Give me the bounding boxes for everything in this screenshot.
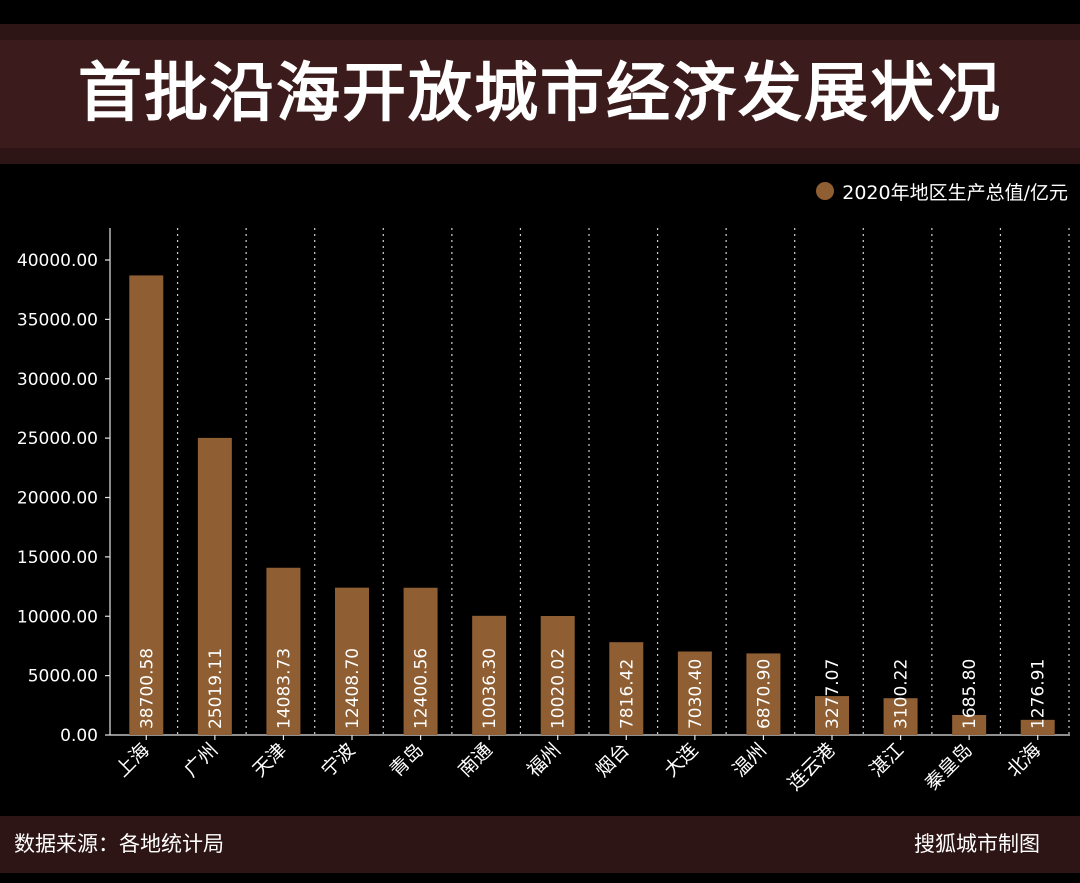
x-tick-label: 宁波 [317,739,359,781]
y-tick-label: 0.00 [60,726,98,746]
credit: 搜狐城市制图 [914,832,1040,856]
legend: 2020年地区生产总值/亿元 [816,180,1068,204]
bar-value-label: 10020.02 [549,648,569,729]
bar [197,437,232,735]
bar [1020,719,1055,735]
x-tick-label: 青岛 [386,739,428,781]
bar-value-label: 1685.80 [960,659,980,729]
y-tick-label: 10000.00 [17,607,98,627]
bar-value-label: 12408.70 [343,648,363,729]
x-tick-label: 湛江 [866,739,908,781]
x-tick-label: 秦皇岛 [921,739,977,795]
x-tick-label: 天津 [249,739,291,781]
y-tick-label: 15000.00 [17,548,98,568]
x-tick-label: 大连 [660,739,702,781]
bar [403,587,438,735]
footer-band: 数据来源：各地统计局 搜狐城市制图 [0,816,1080,873]
bar [472,615,507,735]
bar-value-label: 3100.22 [892,659,912,729]
x-tick-label: 福州 [523,739,565,781]
bar [335,587,369,735]
bar [746,653,781,735]
bar-chart: 0.00 5000.00 10000.00 15000.00 20000.00 25000… [17,228,1070,795]
y-tick-label: 25000.00 [17,429,98,449]
bar-value-label: 6870.90 [754,659,774,729]
legend-label: 2020年地区生产总值/亿元 [842,181,1068,204]
bar-value-label: 14083.73 [274,648,294,729]
chart-title: 首批沿海开放城市经济发展状况 [78,57,1002,131]
x-tick-label: 烟台 [591,739,633,781]
y-tick-label: 30000.00 [17,370,98,390]
bar [129,275,164,735]
y-tick-label: 40000.00 [17,251,98,271]
bar-value-label: 25019.11 [206,648,226,729]
bar [609,642,644,735]
bar-value-label: 10036.30 [480,648,500,729]
y-tick-label: 5000.00 [28,667,98,687]
bar-value-label: 7030.40 [686,659,706,729]
y-tick-label: 20000.00 [17,489,98,509]
data-source: 数据来源：各地统计局 [14,832,224,856]
bar [815,696,849,735]
bar-value-label: 7816.42 [617,659,637,729]
x-tick-label: 广州 [180,739,222,781]
y-tick-label: 35000.00 [17,310,98,330]
legend-swatch [816,182,835,200]
bar [540,616,575,735]
x-tick-label: 南通 [454,739,496,781]
bar-value-label: 38700.58 [137,648,157,729]
bar-value-label: 3277.07 [823,659,843,729]
title-panel: 首批沿海开放城市经济发展状况 [0,40,1080,148]
bar [677,651,712,735]
x-tick-label: 北海 [1003,739,1045,781]
bar [266,567,301,735]
title-band: 首批沿海开放城市经济发展状况 [0,24,1080,164]
x-tick-label: 上海 [111,739,153,781]
bar-value-label: 12400.56 [412,648,432,729]
bar [952,714,987,735]
bar [883,698,918,735]
x-tick-label: 温州 [729,739,771,781]
x-tick-label: 连云港 [784,739,840,795]
bar-value-label: 1276.91 [1029,659,1049,729]
